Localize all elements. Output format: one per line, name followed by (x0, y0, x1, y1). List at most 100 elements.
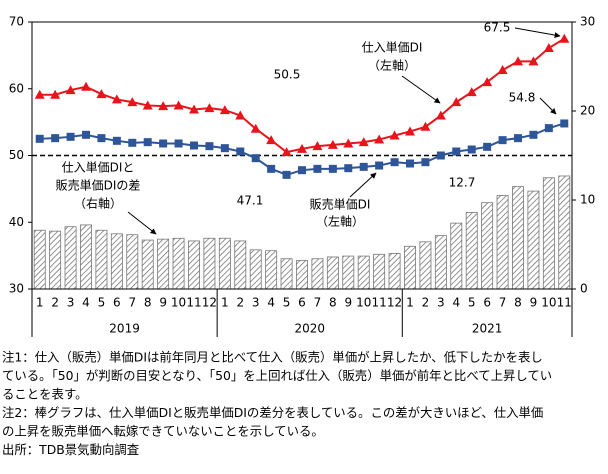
marker (344, 164, 353, 173)
note: の上昇を販売単価へ転嫁できていないことを示している。 (2, 424, 324, 439)
bar (234, 240, 247, 290)
year-label: 2019 (109, 322, 140, 336)
annotation-arrow (401, 75, 441, 104)
annotation: 47.1 (237, 194, 264, 208)
marker (482, 77, 493, 87)
annotation: 54.8 (509, 91, 536, 105)
bar (141, 239, 154, 290)
x-tick-label: 7 (314, 296, 322, 310)
x-tick-label: 10 (541, 296, 556, 310)
note: ることを表す。 (2, 387, 88, 402)
y2-tick-label: 10 (580, 193, 595, 207)
y-tick-label: 40 (9, 215, 24, 229)
bar (419, 241, 432, 290)
year-label: 2020 (294, 322, 325, 336)
x-tick-label: 11 (557, 296, 572, 310)
marker (50, 89, 61, 99)
bar (265, 250, 278, 290)
marker (343, 138, 354, 148)
marker (420, 121, 431, 131)
y-tick-label: 70 (9, 15, 24, 29)
x-tick-label: 12 (387, 296, 402, 310)
marker (35, 134, 44, 143)
bar (296, 260, 308, 290)
marker (467, 145, 476, 154)
marker (313, 164, 322, 173)
bar (481, 202, 494, 290)
annotation-arrow (127, 211, 157, 235)
x-tick-label: 3 (67, 296, 75, 310)
bar (542, 177, 555, 290)
marker (328, 164, 337, 173)
bar (218, 237, 231, 290)
x-tick-label: 6 (298, 296, 306, 310)
x-tick-label: 8 (144, 296, 152, 310)
marker (250, 123, 261, 133)
x-tick-label: 2 (236, 296, 244, 310)
x-tick-label: 9 (159, 296, 167, 310)
marker (143, 138, 152, 147)
plot-frame (31, 21, 573, 290)
marker (128, 138, 137, 147)
annotation-arrow (539, 97, 557, 115)
marker (297, 143, 307, 153)
marker (82, 130, 90, 139)
bar (249, 249, 262, 290)
x-tick-label: 5 (98, 296, 106, 310)
marker (97, 134, 106, 143)
marker (65, 85, 76, 95)
marker (111, 94, 122, 104)
x-tick-label: 9 (530, 296, 538, 310)
bar (512, 186, 524, 290)
marker (375, 161, 384, 170)
year-label: 2021 (472, 322, 503, 336)
marker (390, 158, 399, 167)
x-tick-label: 11 (372, 296, 387, 310)
marker (219, 105, 230, 115)
marker (359, 162, 368, 171)
marker (266, 135, 277, 145)
y2-tick-label: 0 (580, 282, 588, 296)
annotation: （右軸） (74, 196, 122, 211)
marker (312, 141, 323, 151)
y2-tick-label: 20 (580, 104, 595, 118)
bar (126, 234, 139, 290)
annotation: 販売単価DI (310, 197, 371, 212)
x-tick-label: 2 (422, 296, 430, 310)
marker (466, 87, 477, 97)
marker (560, 119, 569, 128)
x-tick-label: 5 (283, 296, 291, 310)
x-tick-label: 5 (468, 296, 476, 310)
marker (513, 56, 523, 66)
bar (203, 237, 216, 290)
marker (96, 89, 107, 99)
marker (327, 139, 338, 149)
marker (204, 103, 215, 113)
bar (64, 226, 77, 290)
y-tick-label: 50 (9, 148, 24, 162)
marker (358, 137, 369, 147)
bar (326, 256, 339, 290)
note: 注1：仕入（販売）単価DIは前年同月と比べて仕入（販売）単価が上昇したか、低下し… (2, 350, 543, 365)
marker (405, 126, 415, 136)
x-tick-label: 12 (202, 296, 217, 310)
marker (34, 89, 45, 99)
x-tick-label: 2 (51, 296, 59, 310)
marker (66, 132, 75, 141)
annotation: 販売単価DIの差 (56, 178, 141, 193)
bar (188, 240, 200, 290)
bar (280, 258, 293, 290)
x-tick-label: 8 (514, 296, 522, 310)
marker (543, 43, 554, 53)
annotation-arrow (349, 172, 377, 198)
bar (342, 255, 355, 290)
x-tick-label: 3 (252, 296, 260, 310)
marker (281, 147, 292, 157)
marker (142, 100, 153, 110)
marker (174, 139, 183, 148)
note: 注2：棒グラフは、仕入単価DIと販売単価DIの差分を表している。この差が大きいほ… (2, 405, 543, 420)
marker (267, 164, 276, 173)
x-tick-label: 6 (483, 296, 491, 310)
marker (251, 154, 260, 163)
marker (514, 134, 522, 143)
